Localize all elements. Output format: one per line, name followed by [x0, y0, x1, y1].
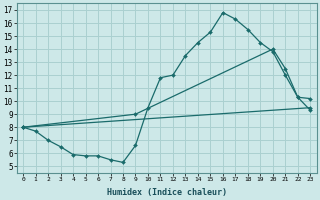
X-axis label: Humidex (Indice chaleur): Humidex (Indice chaleur): [107, 188, 227, 197]
